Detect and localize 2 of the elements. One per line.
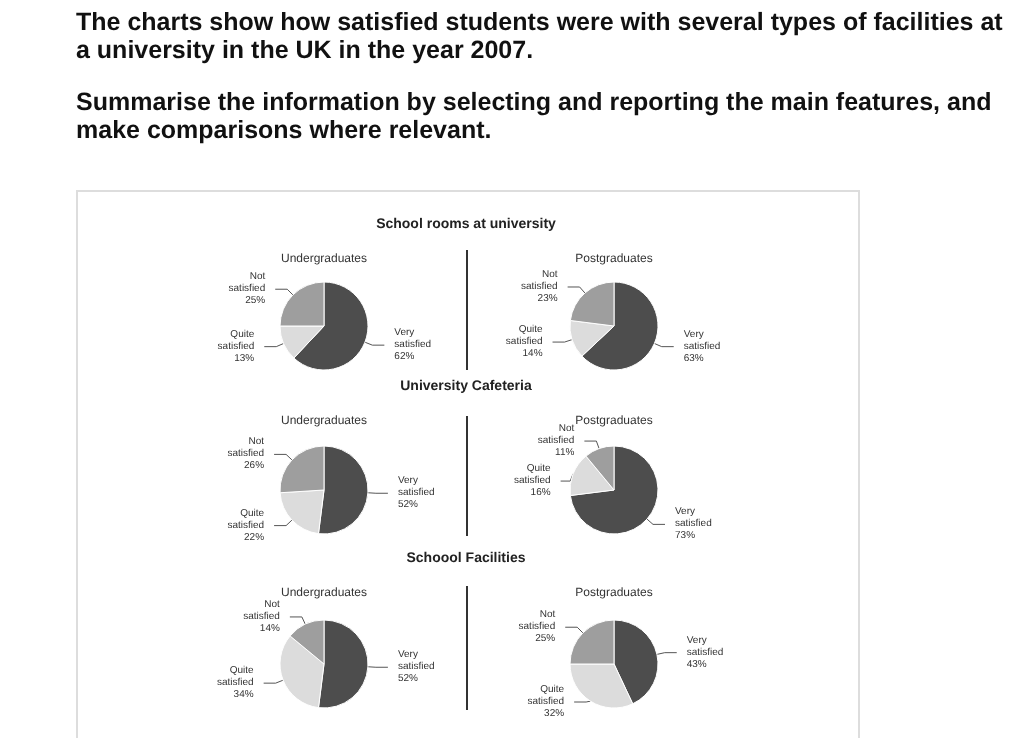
text: The charts show how satisfied students were with several types of facilities at a university in the UK in the year 2007. <box>76 8 1005 64</box>
text: Summarise the information by selecting and reporting the main features, and make comparisons where relevant. <box>76 88 994 144</box>
